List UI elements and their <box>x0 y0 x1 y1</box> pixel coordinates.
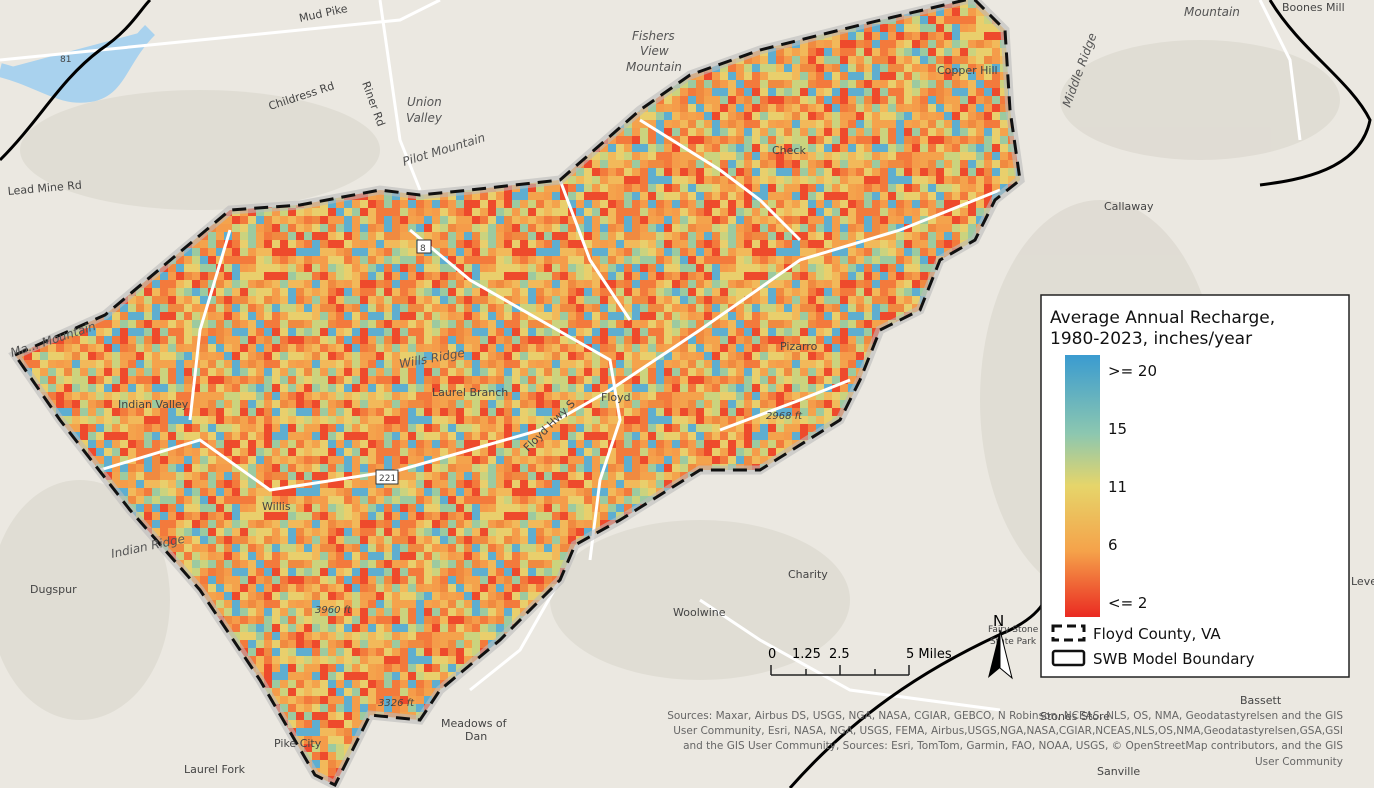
place-label: 3960 ft <box>315 605 352 616</box>
place-label: Copper Hill <box>937 64 998 77</box>
place-label: Laurel Branch <box>432 386 508 399</box>
scale-label: 1.25 <box>792 647 821 662</box>
color-ramp <box>1065 355 1100 617</box>
place-label: Dan <box>465 730 487 743</box>
place-label: Mountain <box>626 60 682 74</box>
ramp-label: >= 20 <box>1108 362 1157 380</box>
place-label: Union <box>407 95 442 109</box>
attribution: Sources: Maxar, Airbus DS, USGS, NGA, NA… <box>667 710 1343 768</box>
ramp-label: 6 <box>1108 536 1118 554</box>
route-shield <box>375 469 399 485</box>
place-label: View <box>640 44 669 58</box>
place-label: Dugspur <box>30 583 77 596</box>
legend-title: 1980-2023, inches/year <box>1050 329 1252 349</box>
place-label: State Park <box>990 637 1037 647</box>
north-arrow: N <box>988 612 1013 680</box>
ramp-label: <= 2 <box>1108 594 1147 612</box>
place-label: 221 <box>379 474 396 484</box>
place-label: Stones Store <box>1040 710 1110 723</box>
place-label: 3326 ft <box>378 698 415 709</box>
ramp-label: 15 <box>1108 420 1127 438</box>
place-label: Pike City <box>274 737 322 750</box>
place-label: Sanville <box>1097 765 1140 778</box>
lake <box>0 25 156 103</box>
legend: Average Annual Recharge, 1980-2023, inch… <box>1040 294 1350 678</box>
place-label: Level <box>1351 575 1374 588</box>
place-label: Fishers <box>632 29 675 43</box>
legend-swatch <box>1051 649 1086 667</box>
legend-item: SWB Model Boundary <box>1093 650 1255 668</box>
place-label: 8 <box>420 244 426 254</box>
scale-label: 2.5 <box>829 647 850 662</box>
place-label: Willis <box>262 500 291 513</box>
scale-label: 5 Miles <box>906 647 952 662</box>
place-label: Charity <box>788 568 828 581</box>
scale-label: 0 <box>768 647 776 662</box>
place-label: Fairy Stone <box>988 625 1039 635</box>
legend-swatch <box>1051 624 1086 642</box>
place-label: Indian Valley <box>118 398 189 411</box>
route-shield <box>416 239 432 254</box>
ramp-label: 11 <box>1108 478 1127 496</box>
place-label: Valley <box>406 111 443 125</box>
legend-title: Average Annual Recharge, <box>1050 308 1275 328</box>
attribution-line: User Community, Esri, NASA, NGA, USGS, F… <box>673 725 1343 737</box>
place-label: Callaway <box>1104 200 1154 213</box>
place-label: 2968 ft <box>766 411 803 422</box>
place-label: Mountain <box>1184 5 1240 19</box>
county-roads <box>99 118 1001 561</box>
place-label: Check <box>772 144 806 157</box>
legend-item: Floyd County, VA <box>1093 625 1221 643</box>
place-label: Woolwine <box>673 606 726 619</box>
attribution-line: and the GIS User Community, Sources: Esr… <box>683 740 1343 752</box>
north-label: N <box>993 612 1004 630</box>
attribution-line: Sources: Maxar, Airbus DS, USGS, NGA, NA… <box>667 710 1343 722</box>
place-label: Bassett <box>1240 694 1282 707</box>
place-label: Boones Mill <box>1282 1 1345 14</box>
attribution-line: User Community <box>1255 756 1343 768</box>
place-label: Laurel Fork <box>184 763 246 776</box>
place-label: Floyd <box>601 391 631 404</box>
scale-bar: 0 1.25 2.5 5 Miles <box>768 647 952 676</box>
place-label: 81 <box>60 55 71 65</box>
place-label: Lead Mine Rd <box>7 179 82 198</box>
place-label: Meadows of <box>441 717 508 730</box>
place-label: Pizarro <box>780 340 818 353</box>
